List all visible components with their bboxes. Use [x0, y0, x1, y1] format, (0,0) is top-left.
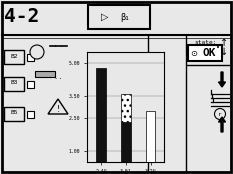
Text: 4-2: 4-2	[4, 6, 40, 26]
Bar	[88, 5, 150, 29]
Bar	[4, 50, 24, 64]
FancyArrow shape	[219, 72, 226, 87]
Circle shape	[30, 45, 44, 59]
Bar	[188, 45, 222, 61]
FancyArrow shape	[219, 117, 226, 132]
Bar	[146, 111, 155, 173]
Text: OK: OK	[202, 48, 216, 58]
Text: !: !	[56, 105, 60, 114]
Bar	[27, 81, 34, 88]
Bar	[35, 71, 55, 77]
FancyArrow shape	[144, 92, 153, 97]
Bar	[27, 111, 34, 118]
Bar	[27, 54, 34, 61]
Polygon shape	[48, 99, 68, 114]
Text: ⊙: ⊙	[191, 49, 198, 57]
Text: ↓: ↓	[220, 47, 228, 57]
FancyArrow shape	[144, 57, 153, 61]
Text: B2: B2	[10, 53, 18, 58]
Bar	[121, 122, 130, 173]
Bar	[96, 68, 106, 173]
Text: •: •	[216, 45, 220, 51]
Text: state:: state:	[194, 39, 216, 45]
Text: ▷: ▷	[101, 12, 109, 22]
Text: B3: B3	[10, 81, 18, 85]
Text: B5: B5	[10, 110, 18, 116]
Circle shape	[215, 109, 226, 120]
Bar	[4, 77, 24, 91]
Text: β₁: β₁	[121, 13, 129, 22]
Text: ↑: ↑	[220, 38, 228, 48]
Text: r: r	[218, 112, 222, 117]
Bar	[4, 107, 24, 121]
Text: . .: . .	[55, 74, 61, 80]
Bar	[121, 94, 130, 122]
